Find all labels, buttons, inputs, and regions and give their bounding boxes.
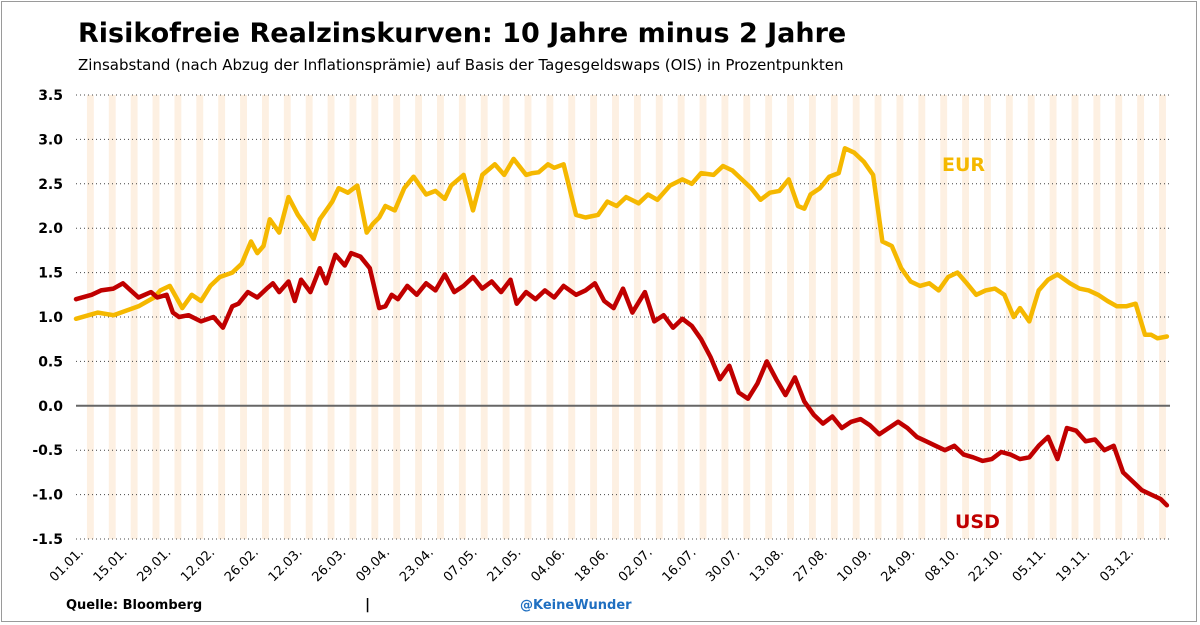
x-tick-labels: 01.01. 15.01. 29.01. 12.02. 26.02. 12.03. 26.0…: [47, 545, 1137, 585]
x-tick-label: 07.05.: [441, 545, 481, 585]
x-tick-label: 08.10.: [922, 545, 962, 585]
week-band: [787, 95, 794, 539]
chart-subtitle: Zinsabstand (nach Abzug der Inflationspr…: [78, 56, 844, 74]
series-lines: [73, 146, 1170, 508]
y-gridlines: [76, 94, 1170, 540]
week-band: [918, 95, 926, 539]
week-band: [261, 95, 269, 539]
week-band: [1071, 95, 1079, 539]
week-band: [1005, 95, 1013, 539]
week-band: [371, 95, 379, 539]
week-band: [283, 95, 291, 539]
week-band: [502, 95, 510, 539]
week-band: [612, 95, 619, 539]
y-tick-labels: 3.5 3.0 2.5 2.0 1.5 1.0 0.5 0.0 -0.5 -1.0 -1.5: [32, 88, 63, 548]
y-tick-label: 2.0: [38, 221, 63, 237]
x-tick-label: 16.07.: [660, 545, 700, 585]
x-tick-label: 19.11.: [1053, 545, 1093, 585]
week-band: [196, 95, 204, 539]
x-tick-label: 01.01.: [47, 545, 87, 585]
week-band: [1115, 95, 1123, 539]
source-note: Quelle: Bloomberg: [66, 598, 203, 613]
x-tick-label: 21.05.: [485, 545, 525, 585]
week-band: [218, 95, 226, 539]
y-tick-label: 3.5: [38, 88, 63, 104]
x-tick-label: 26.03.: [310, 545, 350, 585]
week-band: [743, 95, 751, 539]
x-tick-label: 29.01.: [134, 545, 174, 585]
x-tick-label: 03.12.: [1097, 545, 1137, 585]
week-band: [458, 95, 466, 539]
week-band: [524, 95, 532, 539]
week-band: [633, 95, 641, 539]
x-tick-label: 05.11.: [1010, 545, 1050, 585]
week-band: [590, 95, 598, 539]
week-band: [568, 95, 576, 539]
series-line-usd: [73, 250, 1170, 508]
y-tick-label: 0.5: [38, 354, 63, 370]
week-band: [984, 95, 991, 539]
y-tick-label: -1.0: [32, 488, 63, 504]
series-line-eur: [73, 146, 1170, 341]
week-band: [940, 95, 948, 539]
x-tick-label: 15.01.: [91, 545, 131, 585]
x-tick-label: 30.07.: [703, 545, 743, 585]
x-tick-label: 13.08.: [747, 545, 787, 585]
footer-separator: |: [365, 597, 371, 613]
week-band: [699, 95, 707, 539]
series-labels: EUR USD: [942, 154, 1000, 533]
week-band: [874, 95, 882, 539]
week-band: [240, 95, 247, 539]
y-tick-label: 1.5: [38, 266, 63, 282]
chart-title: Risikofreie Realzinskurven: 10 Jahre min…: [78, 18, 847, 49]
x-tick-label: 18.06.: [572, 545, 612, 585]
week-band: [896, 95, 904, 539]
x-tick-label: 23.04.: [397, 545, 437, 585]
week-band: [327, 95, 335, 539]
x-tick-label: 04.06.: [528, 545, 568, 585]
week-band: [962, 95, 970, 539]
author-handle[interactable]: @KeineWunder: [520, 598, 632, 613]
x-tick-label: 02.07.: [616, 545, 656, 585]
x-tick-label: 10.09.: [835, 545, 875, 585]
y-tick-label: 2.5: [38, 177, 63, 193]
y-tick-label: -1.5: [32, 532, 63, 548]
series-label-eur: EUR: [942, 154, 985, 176]
week-band: [1049, 95, 1057, 539]
y-tick-label: -0.5: [32, 443, 63, 459]
x-tick-label: 12.03.: [266, 545, 306, 585]
x-tick-label: 26.02.: [222, 545, 262, 585]
week-band: [830, 95, 838, 539]
week-band: [130, 95, 138, 539]
week-band: [546, 95, 554, 539]
x-tick-label: 22.10.: [966, 545, 1006, 585]
y-tick-label: 1.0: [38, 310, 63, 326]
y-tick-label: 0.0: [38, 399, 63, 415]
y-tick-label: 3.0: [38, 132, 63, 148]
x-tick-label: 27.08.: [791, 545, 831, 585]
series-label-usd: USD: [955, 511, 1000, 533]
x-tick-label: 24.09.: [878, 545, 918, 585]
x-tick-label: 09.04.: [353, 545, 393, 585]
week-band: [305, 95, 313, 539]
week-band: [415, 95, 423, 539]
week-band: [1159, 95, 1166, 539]
x-tick-label: 12.02.: [178, 545, 218, 585]
